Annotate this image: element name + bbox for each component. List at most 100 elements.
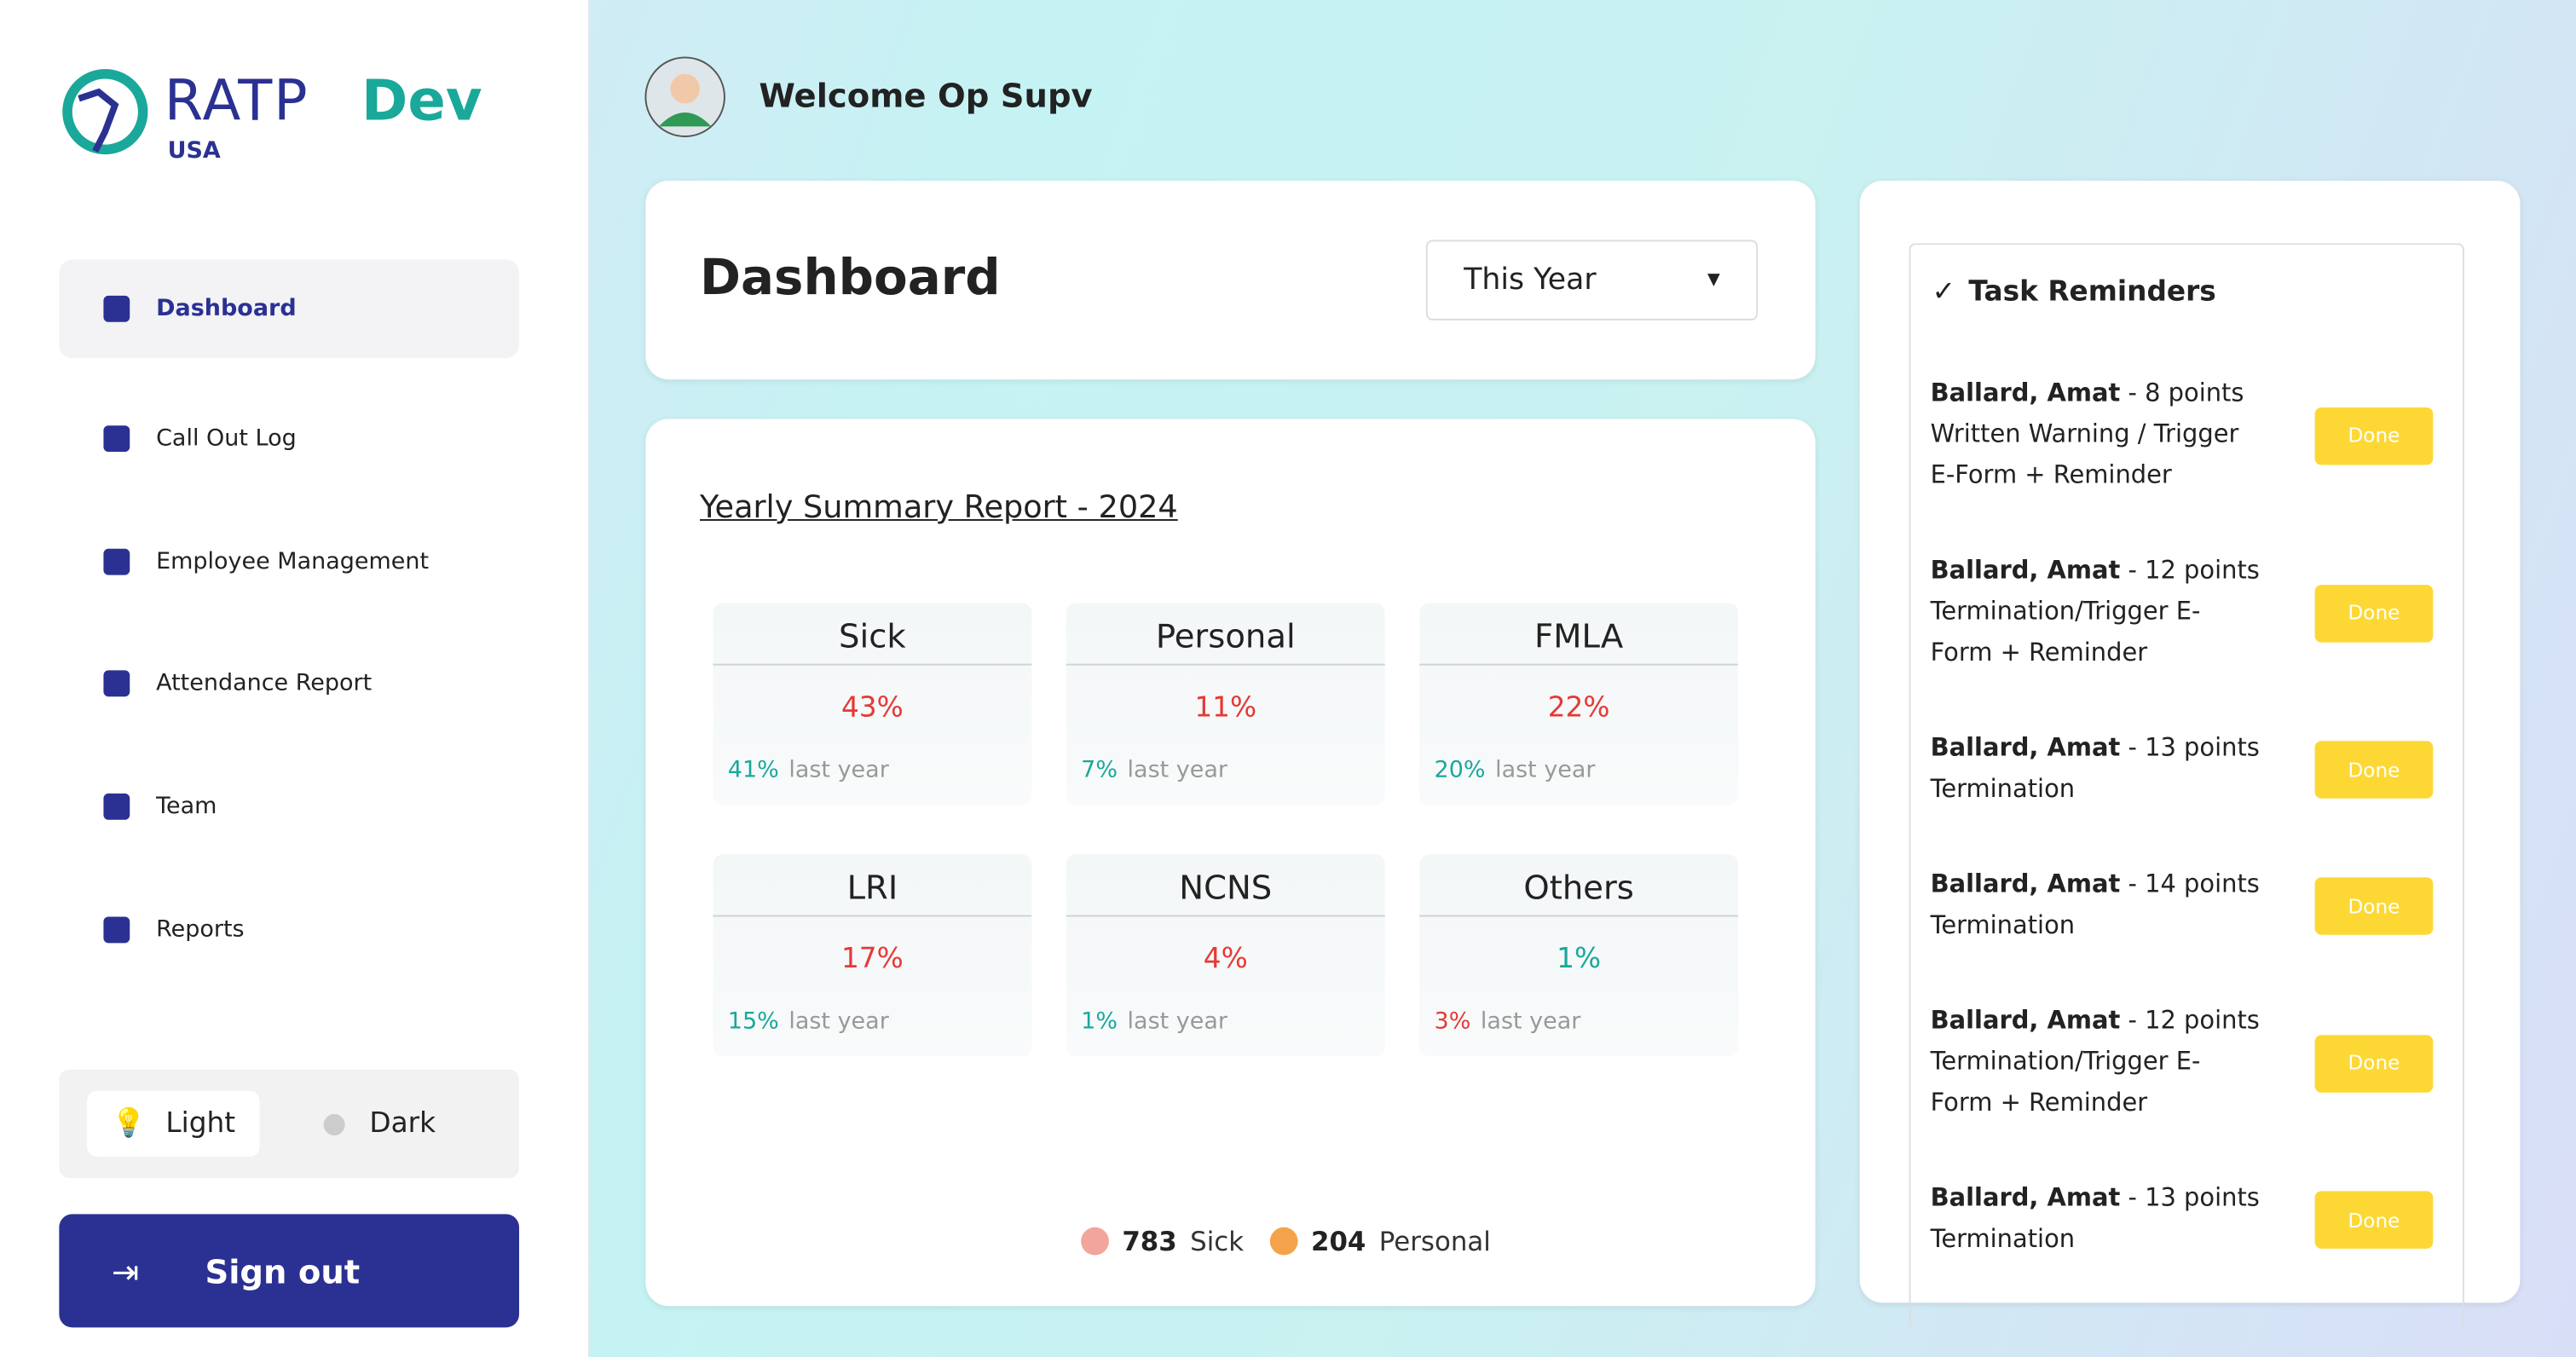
task-item: Ballard, Amat - 12 points Termination/Tri… — [1931, 1001, 2292, 1124]
task-detail: Termination — [1930, 909, 2076, 940]
stat-last-value: 20% — [1434, 757, 1486, 784]
done-button[interactable]: Done — [2314, 877, 2434, 935]
stat-last: 20% last year — [1435, 758, 1596, 784]
task-detail: Termination/Trigger E- — [1930, 596, 2201, 627]
legend-label: Personal — [1378, 1225, 1491, 1257]
task-name: Ballard, Amat — [1930, 555, 2121, 586]
nav-item[interactable]: Reports — [59, 881, 519, 979]
done-button[interactable]: Done — [2314, 407, 2434, 465]
stat-divider — [1066, 915, 1385, 917]
nav-label: Attendance Report — [156, 670, 373, 697]
nav-item[interactable]: Employee Management — [59, 512, 519, 611]
stat-last: 3% last year — [1435, 1008, 1581, 1035]
stat-last: 41% last year — [728, 758, 889, 784]
nav-icon — [103, 670, 130, 697]
task-item: Ballard, Amat - 8 points Written Warning … — [1931, 373, 2292, 497]
nav-label: Reports — [156, 916, 245, 944]
done-button[interactable]: Done — [2314, 584, 2434, 642]
legend-dot — [1269, 1227, 1298, 1256]
nav-item[interactable]: Team — [59, 758, 519, 857]
period-select[interactable]: This Year ▼ — [1425, 240, 1759, 320]
stat-value: 17% — [840, 943, 904, 976]
logo-icon — [62, 68, 148, 155]
stat-divider — [713, 915, 1032, 917]
nav-icon — [103, 548, 130, 575]
theme-dark[interactable]: ● Dark — [321, 1107, 436, 1140]
stat-last-label: last year — [1127, 1008, 1227, 1036]
legend-item: 204 Personal — [1269, 1225, 1491, 1257]
nav-icon — [103, 916, 130, 944]
tasks-frame — [1909, 243, 2464, 1330]
task-detail: Form + Reminder — [1930, 637, 2148, 667]
legend-label: Sick — [1190, 1225, 1245, 1257]
task-detail: E-Form + Reminder — [1930, 459, 2172, 490]
task-points: - 13 points — [2120, 732, 2260, 763]
stat-last-label: last year — [788, 1008, 889, 1036]
task-points: - 14 points — [2120, 869, 2260, 899]
nav-icon — [103, 295, 130, 322]
sign-out-button[interactable]: ⇥ Sign out — [59, 1214, 520, 1328]
nav-item[interactable]: Dashboard — [59, 259, 520, 359]
stat-divider — [1066, 663, 1385, 666]
sign-out-label: Sign out — [205, 1250, 361, 1291]
stat-name: FMLA — [1534, 615, 1624, 656]
stat-value: 22% — [1547, 691, 1610, 725]
stat-card: NCNS 4% 1% last year — [1066, 854, 1385, 1057]
stat-card: Personal 11% 7% last year — [1066, 603, 1385, 806]
stat-divider — [713, 663, 1032, 666]
stat-last-value: 3% — [1434, 1008, 1471, 1036]
nav-label: Dashboard — [156, 295, 297, 322]
stat-card: Others 1% 3% last year — [1419, 854, 1739, 1057]
task-points: - 12 points — [2120, 555, 2260, 586]
stat-last-value: 7% — [1081, 757, 1118, 784]
task-name: Ballard, Amat — [1930, 1005, 2121, 1036]
task-name: Ballard, Amat — [1930, 869, 2121, 899]
tasks-title-text: Task Reminders — [1968, 275, 2216, 309]
stat-last-value: 1% — [1081, 1008, 1118, 1036]
nav-icon — [103, 793, 130, 820]
stat-card: LRI 17% 15% last year — [713, 854, 1032, 1057]
task-detail: Termination — [1930, 1223, 2076, 1254]
stat-value: 43% — [840, 691, 904, 725]
theme-light-label: Light — [165, 1107, 236, 1140]
task-points: - 8 points — [2120, 378, 2244, 407]
stat-name: Others — [1523, 867, 1634, 907]
done-button[interactable]: Done — [2314, 1191, 2434, 1249]
stat-value: 4% — [1203, 943, 1248, 976]
nav-item[interactable]: Call Out Log — [59, 390, 519, 488]
done-button[interactable]: Done — [2314, 1034, 2434, 1092]
stat-name: Sick — [839, 615, 906, 656]
nav-item[interactable]: Attendance Report — [59, 634, 519, 733]
theme-dark-label: Dark — [369, 1107, 436, 1140]
done-button[interactable]: Done — [2314, 741, 2434, 799]
logo-suffix: Dev — [361, 68, 482, 136]
legend-count: 204 — [1310, 1225, 1366, 1257]
logo-region: USA — [167, 137, 221, 165]
stat-last: 15% last year — [728, 1008, 889, 1035]
avatar — [644, 56, 725, 137]
stat-divider — [1419, 915, 1739, 917]
theme-light[interactable]: 💡 Light — [87, 1090, 260, 1157]
nav-label: Employee Management — [156, 548, 430, 575]
task-item: Ballard, Amat - 14 points Termination — [1931, 864, 2292, 946]
task-name: Ballard, Amat — [1930, 1182, 2121, 1213]
stat-name: Personal — [1155, 615, 1296, 656]
task-detail: Form + Reminder — [1930, 1087, 2148, 1117]
stat-card: FMLA 22% 20% last year — [1419, 603, 1739, 806]
legend-dot — [1081, 1227, 1109, 1256]
task-detail: Termination/Trigger E- — [1930, 1046, 2201, 1077]
nav-label: Team — [156, 793, 217, 820]
stat-last-label: last year — [1495, 757, 1596, 784]
stat-last: 7% last year — [1081, 758, 1227, 784]
stat-last-label: last year — [788, 757, 889, 784]
welcome: Welcome Op Supv — [759, 75, 1093, 115]
stat-value: 1% — [1557, 943, 1602, 976]
tasks-title: ✓ Task Reminders — [1932, 275, 2216, 309]
stat-divider — [1419, 663, 1739, 666]
task-item: Ballard, Amat - 13 points Termination — [1931, 1178, 2292, 1260]
stat-name: NCNS — [1179, 867, 1273, 907]
task-detail: Written Warning / Trigger — [1930, 419, 2239, 449]
stat-last-label: last year — [1480, 1008, 1581, 1036]
